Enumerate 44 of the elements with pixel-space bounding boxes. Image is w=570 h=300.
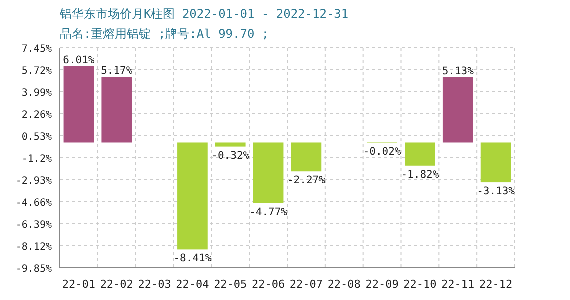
y-tick-label: -6.39% xyxy=(16,220,52,231)
y-tick-label: -9.85% xyxy=(16,264,52,275)
y-tick-label: 0.53% xyxy=(22,132,52,143)
data-label: 6.01% xyxy=(63,54,96,66)
data-label: -0.02% xyxy=(363,146,402,158)
x-tick-label: 22-07 xyxy=(290,278,324,291)
data-label: -4.77% xyxy=(250,206,288,218)
bar xyxy=(178,142,208,250)
bar xyxy=(405,142,436,166)
data-label: -1.82% xyxy=(401,168,440,181)
chart-subtitle: 品名:重熔用铝锭 ;牌号:Al 99.70 ; xyxy=(60,27,270,41)
x-tick-label: 22-03 xyxy=(138,278,172,291)
x-tick-label: 22-02 xyxy=(100,278,134,291)
bar xyxy=(442,78,474,143)
bar xyxy=(215,142,246,147)
x-tick-label: 22-04 xyxy=(176,278,210,291)
x-tick-label: 22-01 xyxy=(62,278,96,291)
y-tick-label: -1.2% xyxy=(22,154,52,165)
x-tick-label: 22-10 xyxy=(404,278,437,291)
y-tick-label: -2.93% xyxy=(16,176,52,187)
y-tick-label: 5.72% xyxy=(22,66,52,77)
data-label: -8.41% xyxy=(174,252,212,265)
y-tick-label: 3.99% xyxy=(22,88,52,99)
bar xyxy=(480,142,512,183)
data-label: -2.27% xyxy=(287,174,326,187)
x-tick-label: 22-12 xyxy=(479,278,513,291)
data-label: -3.13% xyxy=(477,186,516,198)
data-label: -0.32% xyxy=(212,150,250,162)
y-tick-label: -8.12% xyxy=(16,242,52,253)
data-label: 5.13% xyxy=(442,66,475,78)
x-tick-label: 22-06 xyxy=(252,278,286,291)
bar xyxy=(64,66,94,143)
data-label: 5.17% xyxy=(101,64,134,77)
y-tick-label: -4.66% xyxy=(16,198,52,209)
chart-title: 铝华东市场价月K柱图 2022-01-01 - 2022-12-31 xyxy=(59,7,349,21)
x-tick-label: 22-09 xyxy=(366,278,399,291)
y-tick-label: 2.26% xyxy=(22,110,52,121)
y-tick-label: 7.45% xyxy=(22,44,52,55)
bar xyxy=(253,142,284,204)
bar xyxy=(102,76,132,143)
bar xyxy=(291,142,322,172)
x-tick-label: 22-08 xyxy=(328,278,361,291)
x-tick-label: 22-11 xyxy=(442,278,475,291)
x-tick-label: 22-05 xyxy=(214,278,248,291)
